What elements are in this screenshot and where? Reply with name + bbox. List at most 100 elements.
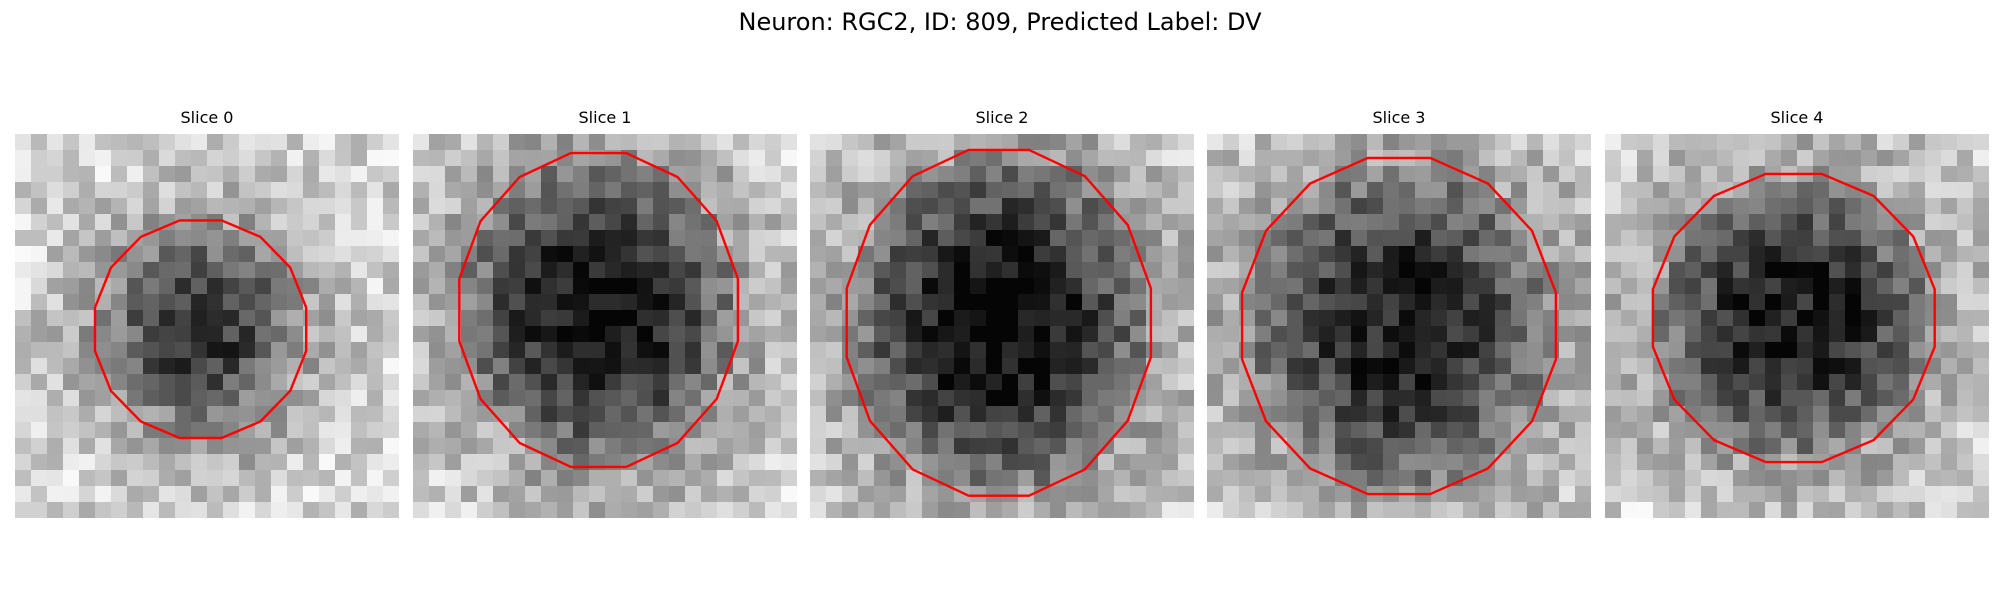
- pixel: [1973, 406, 1989, 423]
- pixel: [1479, 230, 1496, 247]
- pixel: [127, 422, 144, 439]
- pixel: [1941, 310, 1958, 327]
- pixel: [1621, 374, 1638, 391]
- pixel: [1813, 358, 1830, 375]
- pixel: [573, 182, 590, 199]
- pixel: [1653, 134, 1670, 151]
- pixel: [1717, 486, 1734, 503]
- pixel: [1637, 470, 1654, 487]
- pixel: [175, 470, 192, 487]
- pixel: [621, 134, 638, 151]
- pixel: [383, 166, 399, 183]
- pixel: [111, 294, 128, 311]
- pixel: [1973, 134, 1989, 151]
- pixel: [1797, 390, 1814, 407]
- pixel: [1653, 422, 1670, 439]
- pixel: [970, 438, 987, 455]
- pixel: [207, 342, 224, 359]
- pixel: [874, 438, 891, 455]
- pixel: [922, 358, 939, 375]
- pixel: [1130, 438, 1147, 455]
- pixel: [637, 182, 654, 199]
- pixel: [1399, 294, 1416, 311]
- pixel: [335, 358, 352, 375]
- pixel: [429, 374, 446, 391]
- pixel: [970, 182, 987, 199]
- pixel: [1034, 214, 1051, 231]
- pixel: [287, 454, 304, 471]
- pixel: [1351, 166, 1368, 183]
- pixel: [319, 214, 336, 231]
- pixel: [1271, 134, 1288, 151]
- pixel: [1605, 326, 1622, 343]
- pixel: [1733, 230, 1750, 247]
- pixel: [175, 454, 192, 471]
- pixel: [717, 214, 734, 231]
- pixel: [781, 390, 797, 407]
- pixel: [1255, 358, 1272, 375]
- pixel: [637, 198, 654, 215]
- pixel: [1319, 182, 1336, 199]
- pixel: [557, 294, 574, 311]
- pixel: [1637, 134, 1654, 151]
- pixel: [1845, 326, 1862, 343]
- pixel: [922, 230, 939, 247]
- pixel: [781, 262, 797, 279]
- pixel: [765, 182, 782, 199]
- pixel: [1653, 182, 1670, 199]
- pixel: [765, 326, 782, 343]
- pixel: [525, 182, 542, 199]
- pixel: [1271, 278, 1288, 295]
- pixel: [1621, 358, 1638, 375]
- pixel: [1973, 502, 1989, 518]
- pixel: [111, 470, 128, 487]
- pixel: [1845, 246, 1862, 263]
- pixel: [461, 198, 478, 215]
- pixel: [1255, 486, 1272, 503]
- pixel: [1335, 502, 1352, 518]
- pixel: [15, 262, 32, 279]
- pixel: [477, 246, 494, 263]
- pixel: [1621, 150, 1638, 167]
- pixel: [1941, 422, 1958, 439]
- pixel: [1749, 374, 1766, 391]
- figure-title: Neuron: RGC2, ID: 809, Predicted Label: …: [738, 8, 1262, 36]
- pixel: [15, 198, 32, 215]
- pixel: [319, 278, 336, 295]
- pixel: [223, 502, 240, 518]
- pixel: [1050, 310, 1067, 327]
- pixel: [1717, 150, 1734, 167]
- pixel: [986, 342, 1003, 359]
- pixel: [1066, 470, 1083, 487]
- pixel: [111, 198, 128, 215]
- pixel: [874, 310, 891, 327]
- pixel: [541, 470, 558, 487]
- pixel: [1861, 438, 1878, 455]
- pixel: [669, 262, 686, 279]
- pixel: [1559, 438, 1576, 455]
- pixel: [63, 246, 80, 263]
- pixel: [858, 406, 875, 423]
- pixel: [79, 294, 96, 311]
- pixel: [653, 422, 670, 439]
- pixel: [207, 470, 224, 487]
- pixel: [573, 438, 590, 455]
- pixel: [653, 390, 670, 407]
- pixel: [1415, 326, 1432, 343]
- pixel: [621, 214, 638, 231]
- pixel: [255, 438, 272, 455]
- pixel: [1909, 454, 1926, 471]
- pixel: [1098, 134, 1115, 151]
- pixel: [255, 502, 272, 518]
- pixel: [1383, 326, 1400, 343]
- pixel: [461, 150, 478, 167]
- pixel: [842, 326, 859, 343]
- pixel: [1319, 422, 1336, 439]
- pixel: [1207, 294, 1224, 311]
- pixel: [1909, 390, 1926, 407]
- pixel: [429, 406, 446, 423]
- pixel: [1479, 262, 1496, 279]
- pixel: [271, 294, 288, 311]
- pixel: [589, 166, 606, 183]
- pixel: [1335, 150, 1352, 167]
